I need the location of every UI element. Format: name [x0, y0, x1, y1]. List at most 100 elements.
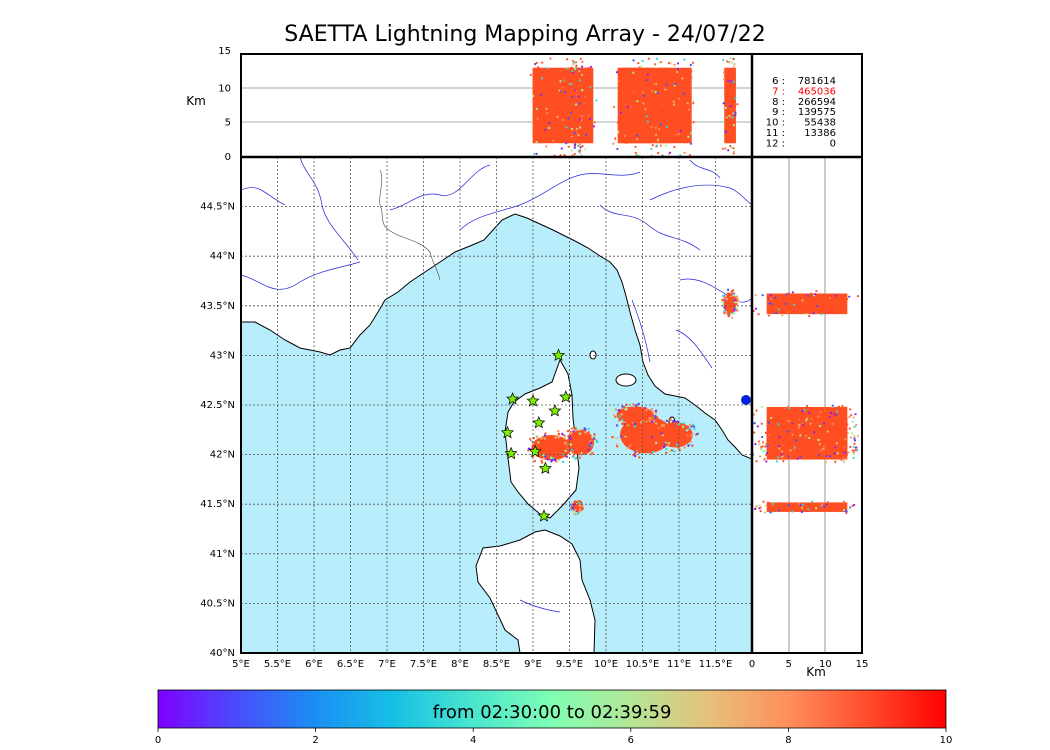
count-label: 8 :: [772, 97, 785, 108]
side-source: [768, 433, 771, 437]
altitude-source: [571, 71, 574, 74]
colorbar-tick: 4: [470, 735, 476, 746]
altitude-source: [736, 103, 739, 106]
side-source: [791, 510, 794, 513]
altitude-source: [729, 80, 732, 83]
altitude-source: [687, 108, 691, 111]
altitude-source: [669, 62, 672, 65]
lightning-source: [730, 316, 734, 319]
lightning-source: [543, 437, 546, 440]
count-value: 465036: [798, 86, 836, 97]
side-source: [848, 427, 851, 430]
lightning-source: [591, 435, 594, 439]
altitude-source: [578, 118, 581, 121]
lightning-source: [576, 512, 580, 515]
altitude-source: [571, 59, 574, 62]
side-tick: 15: [856, 659, 869, 670]
lightning-source: [588, 434, 591, 437]
altitude-source: [575, 131, 578, 134]
lightning-source: [726, 312, 729, 315]
lightning-source: [533, 459, 537, 463]
altitude-source: [589, 78, 592, 81]
altitude-source: [651, 85, 654, 88]
lightning-source: [651, 415, 655, 419]
lightning-source: [612, 413, 616, 417]
altitude-source: [552, 139, 555, 143]
lon-tick-label: 9°E: [524, 659, 542, 670]
side-source: [831, 415, 835, 418]
altitude-source: [681, 77, 684, 80]
side-source: [759, 506, 762, 509]
altitude-source: [654, 91, 657, 94]
lightning-source: [621, 418, 624, 421]
altitude-source: [587, 66, 590, 70]
altitude-source: [584, 95, 587, 99]
altitude-source: [619, 111, 622, 114]
altitude-source: [635, 134, 639, 137]
altitude-source: [558, 89, 561, 92]
side-source: [845, 457, 848, 460]
lightning-source: [612, 416, 616, 420]
side-source: [842, 500, 846, 503]
side-source: [787, 292, 790, 295]
altitude-source: [731, 61, 734, 64]
side-source: [759, 455, 762, 458]
altitude-source: [537, 66, 540, 69]
side-source: [758, 504, 761, 507]
side-source: [819, 411, 822, 414]
lightning-source: [540, 459, 543, 462]
station-marker: [551, 348, 566, 362]
count-value: 781614: [798, 76, 836, 87]
side-source: [806, 404, 809, 408]
side-source: [814, 450, 817, 453]
lightning-source: [592, 437, 596, 440]
altitude-source: [593, 121, 597, 124]
altitude-source: [734, 111, 737, 114]
side-source: [769, 293, 772, 297]
lightning-source: [650, 435, 654, 438]
side-source: [850, 414, 853, 417]
side-source: [802, 301, 805, 305]
lightning-source: [657, 426, 660, 430]
lightning-source: [669, 418, 673, 421]
altitude-source: [628, 108, 631, 112]
lon-tick-label: 5°E: [232, 659, 250, 670]
altitude-source: [578, 75, 581, 79]
altitude-source: [535, 61, 538, 64]
side-source: [788, 407, 791, 410]
altitude-source: [690, 76, 693, 80]
altitude-source: [626, 126, 630, 129]
side-source: [803, 427, 806, 430]
altitude-source: [728, 61, 731, 64]
side-source: [787, 452, 790, 455]
altitude-source: [656, 91, 660, 95]
altitude-source: [732, 57, 735, 61]
lightning-source: [569, 430, 572, 434]
colorbar: 0 2 4 6 8 10: [155, 689, 952, 746]
lightning-source: [624, 422, 628, 425]
side-source: [761, 294, 764, 297]
side-source: [843, 460, 846, 463]
lightning-source: [593, 433, 596, 436]
altitude-source: [725, 134, 728, 137]
lightning-source: [734, 298, 737, 302]
side-source: [752, 413, 755, 416]
lightning-source: [635, 404, 638, 407]
lightning-source: [572, 430, 575, 433]
lightning-source: [569, 443, 572, 446]
altitude-source: [612, 105, 616, 109]
altitude-source: [573, 146, 576, 149]
lightning-source: [727, 314, 730, 318]
side-source: [770, 416, 773, 420]
side-source: [753, 422, 756, 425]
lightning-source: [589, 441, 593, 445]
lightning-source: [590, 444, 594, 447]
side-source: [796, 457, 799, 460]
side-source: [823, 505, 826, 508]
altitude-source: [690, 142, 693, 145]
side-source: [776, 456, 780, 459]
altitude-source: [575, 64, 578, 67]
altitude-source: [637, 62, 640, 65]
lightning-source: [735, 295, 738, 298]
lightning-source: [581, 429, 584, 432]
